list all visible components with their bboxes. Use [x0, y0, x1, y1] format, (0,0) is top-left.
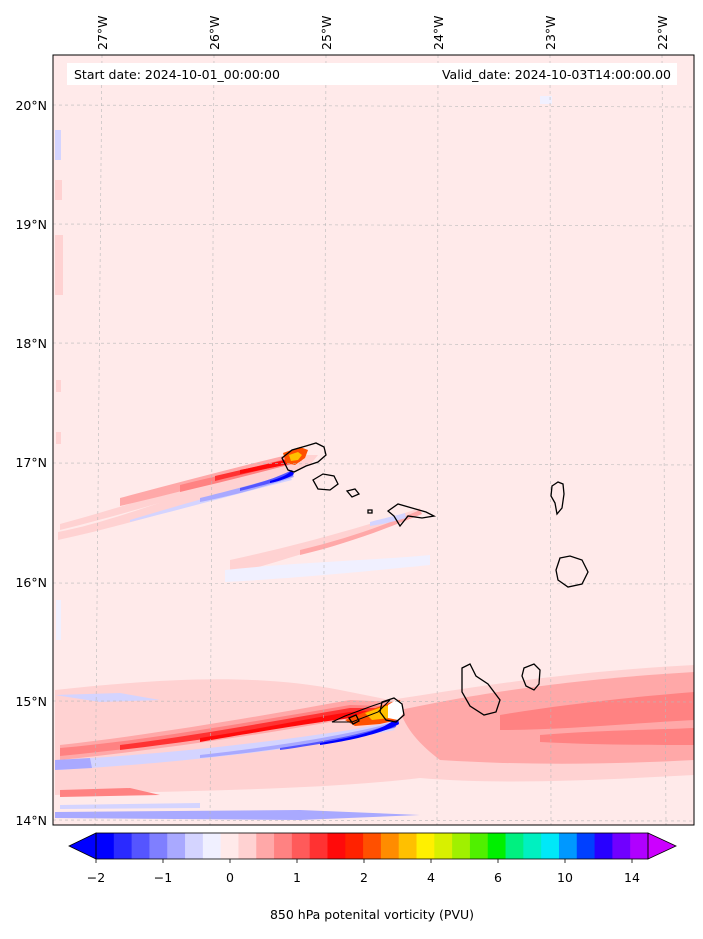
colorbar-ticks [95, 859, 633, 863]
colorbar-segment [612, 833, 631, 859]
colorbar-segment [309, 833, 329, 859]
lat-tick-label: 14°N [15, 813, 47, 828]
lat-tick-label: 19°N [15, 217, 47, 232]
colorbar-segment [291, 833, 311, 859]
island-maio [521, 663, 541, 691]
lon-tick-label: 27°W [95, 15, 110, 50]
lat-tick-labels: 20°N 19°N 18°N 17°N 16°N 15°N 14°N [15, 98, 47, 828]
valid-date-text: Valid_date: 2024-10-03T14:00:00.00 [442, 67, 671, 82]
island-santiago [461, 663, 501, 716]
colorbar-segment [167, 833, 186, 859]
colorbar-segment [113, 833, 133, 859]
island-sal [550, 481, 565, 516]
colorbar-segment [523, 833, 542, 859]
lon-tick-label: 22°W [655, 15, 670, 50]
colorbar: −2 −1 0 1 2 4 6 10 14 850 hPa potenital … [68, 832, 677, 922]
colorbar-segment [434, 833, 453, 859]
lat-tick-label: 20°N [15, 98, 47, 113]
colorbar-segment [558, 833, 578, 859]
colorbar-over-arrow [647, 832, 677, 860]
colorbar-tick-labels: −2 −1 0 1 2 4 6 10 14 [87, 870, 640, 885]
colorbar-segment [398, 833, 418, 859]
colorbar-segment [131, 833, 151, 859]
colorbar-segment [96, 833, 115, 859]
lon-tick-label: 26°W [207, 15, 222, 50]
colorbar-tick-label: 2 [360, 870, 368, 885]
gridlines [53, 55, 694, 825]
colorbar-tick-label: 0 [226, 870, 234, 885]
coastlines [281, 442, 589, 725]
colorbar-segments [96, 833, 649, 859]
colorbar-segment [220, 833, 240, 859]
lon-tick-label: 24°W [431, 15, 446, 50]
lon-tick-label: 23°W [543, 15, 558, 50]
colorbar-segment [576, 833, 596, 859]
colorbar-tick-label: −2 [87, 870, 105, 885]
start-date-text: Start date: 2024-10-01_00:00:00 [74, 67, 280, 82]
colorbar-segment [594, 833, 613, 859]
pv-field [55, 96, 694, 820]
colorbar-segment [238, 833, 257, 859]
island-sao-nicolau [386, 503, 437, 528]
colorbar-segment [149, 833, 168, 859]
colorbar-segment [630, 833, 649, 859]
header-box [67, 63, 677, 85]
colorbar-tick-label: 10 [557, 870, 573, 885]
colorbar-segment [487, 833, 507, 859]
colorbar-tick-label: 1 [293, 870, 301, 885]
island-boa-vista [555, 555, 589, 588]
colorbar-segment [363, 833, 382, 859]
island-fogo [379, 697, 405, 723]
lat-tick-label: 16°N [15, 575, 47, 590]
map-frame [52, 54, 695, 826]
colorbar-segment [202, 833, 222, 859]
colorbar-tick-label: 4 [427, 870, 435, 885]
lat-tick-label: 18°N [15, 336, 47, 351]
island-santo-antao [281, 442, 327, 473]
colorbar-under-arrow [68, 832, 97, 860]
colorbar-segment [416, 833, 435, 859]
colorbar-tick-label: −1 [154, 870, 172, 885]
colorbar-tick-label: 14 [624, 870, 640, 885]
colorbar-segment [541, 833, 560, 859]
colorbar-segment [380, 833, 400, 859]
colorbar-segment [185, 833, 204, 859]
colorbar-title: 850 hPa potenital vorticity (PVU) [270, 907, 474, 922]
lat-tick-label: 17°N [15, 455, 47, 470]
colorbar-frame [95, 832, 649, 860]
colorbar-segment [274, 833, 293, 859]
lat-tick-label: 15°N [15, 694, 47, 709]
lon-tick-label: 25°W [319, 15, 334, 50]
island-sao-vicente [312, 473, 339, 491]
lon-tick-labels: 27°W 26°W 25°W 24°W 23°W 22°W [95, 15, 670, 50]
island-santa-luzia [345, 488, 361, 498]
colorbar-segment [469, 833, 489, 859]
colorbar-segment [327, 833, 346, 859]
colorbar-segment [452, 833, 471, 859]
colorbar-segment [256, 833, 275, 859]
colorbar-segment [345, 833, 364, 859]
island-branco [367, 509, 373, 514]
colorbar-segment [505, 833, 524, 859]
colorbar-tick-label: 6 [494, 870, 502, 885]
